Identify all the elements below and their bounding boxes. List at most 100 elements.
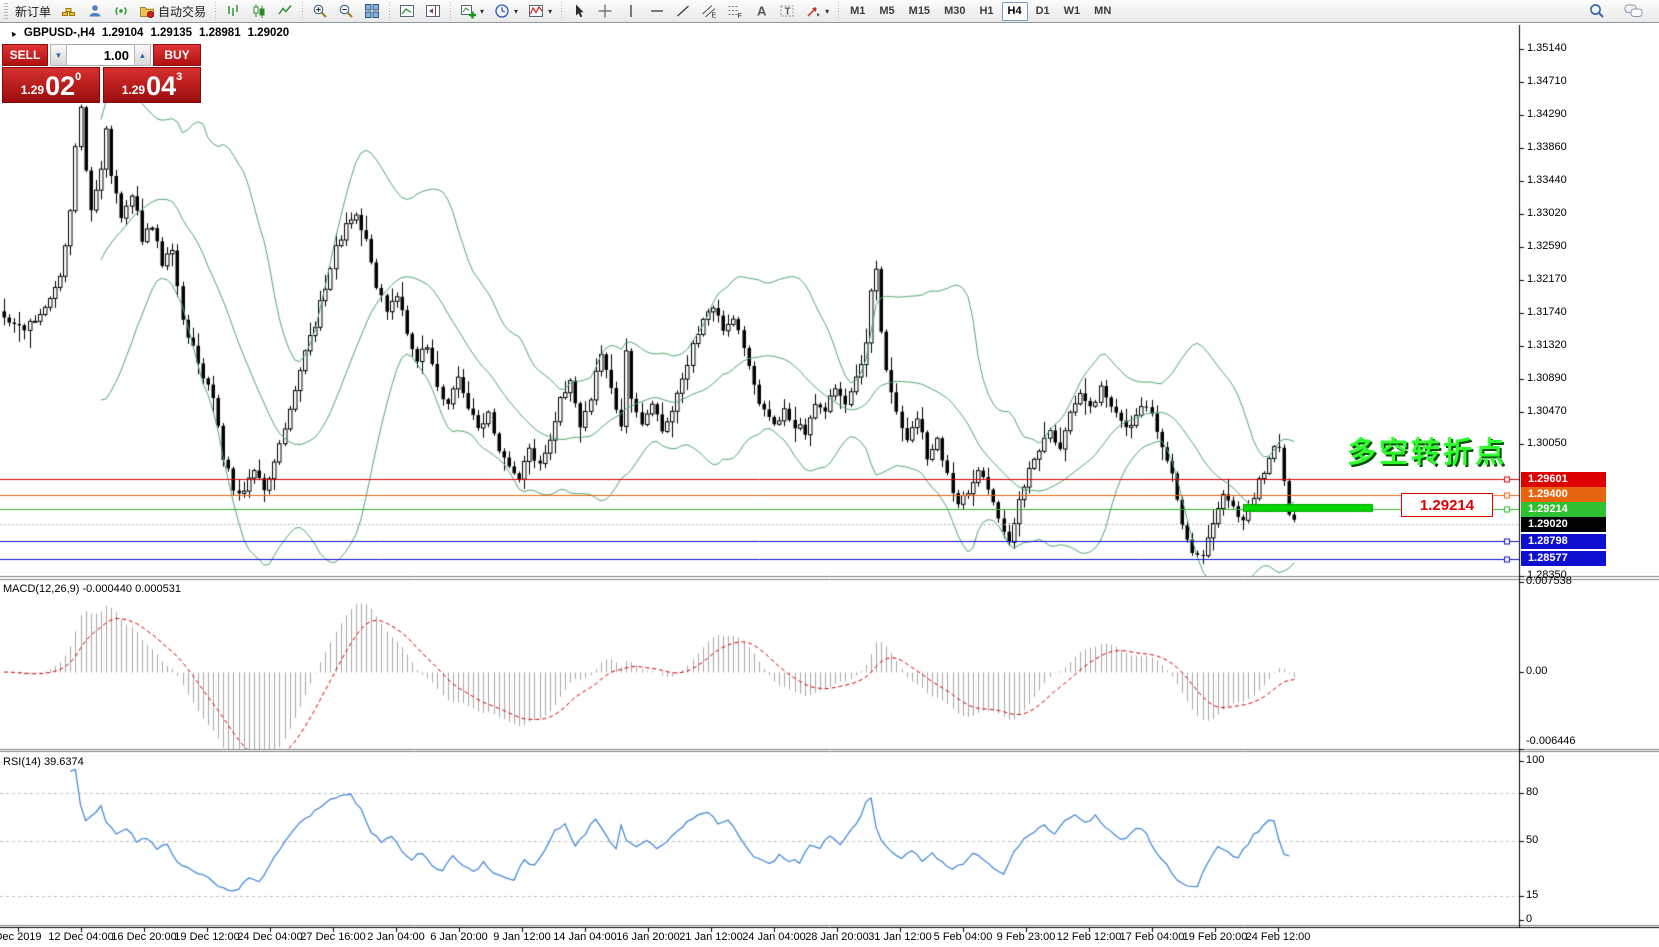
chat-icon bbox=[1624, 3, 1644, 19]
autotrade-button[interactable]: 自动交易 bbox=[135, 0, 210, 22]
zoom-out-button[interactable] bbox=[334, 0, 358, 22]
ohlc-close: 1.29020 bbox=[247, 27, 290, 39]
clock-icon bbox=[494, 3, 510, 19]
price-line-tag: 1.29601 bbox=[1521, 471, 1606, 487]
macd-scale-label: 0.00 bbox=[1526, 665, 1548, 677]
new-chart-button[interactable]: ▾ bbox=[456, 0, 488, 22]
tf-m30[interactable]: M30 bbox=[938, 2, 971, 21]
time-axis-label: 19 Feb 20:00 bbox=[1182, 931, 1248, 943]
tf-h4[interactable]: H4 bbox=[1001, 1, 1028, 21]
sell-price-box[interactable]: 1.29 02 0 bbox=[2, 67, 100, 103]
arrows-button[interactable]: ▾ bbox=[801, 0, 833, 22]
volume-input[interactable] bbox=[67, 44, 134, 66]
toolbar-group-right bbox=[1583, 0, 1657, 22]
price-axis-label: 1.33020 bbox=[1527, 206, 1567, 219]
hline-icon bbox=[649, 3, 665, 19]
time-axis-label: 12 Dec 04:00 bbox=[48, 931, 114, 943]
equidistant-channel-button[interactable]: E bbox=[697, 0, 721, 22]
indicator-window-button[interactable] bbox=[395, 0, 419, 22]
tf-w1[interactable]: W1 bbox=[1058, 2, 1087, 21]
sell-button[interactable]: SELL bbox=[2, 44, 48, 66]
time-axis-label: 9 Jan 12:00 bbox=[493, 931, 551, 943]
chart-shift-button[interactable] bbox=[421, 0, 445, 22]
indicators-icon bbox=[528, 3, 544, 19]
price-axis-label: 1.34710 bbox=[1527, 75, 1567, 88]
price-axis-label: 1.33440 bbox=[1527, 174, 1567, 186]
price-callout-label[interactable]: 1.29214 bbox=[1401, 493, 1493, 517]
horizontal-line-button[interactable] bbox=[645, 0, 669, 22]
vline-icon bbox=[623, 3, 639, 19]
sell-price-big: 02 bbox=[45, 71, 76, 101]
fibonacci-button[interactable]: F bbox=[723, 0, 747, 22]
time-axis-label: 16 Dec 20:00 bbox=[111, 931, 177, 943]
dropdown-caret-icon[interactable]: ▾ bbox=[480, 6, 485, 16]
signals-button[interactable] bbox=[109, 0, 133, 22]
bar-chart-button[interactable] bbox=[221, 0, 245, 22]
price-axis-label: 1.31740 bbox=[1527, 306, 1567, 318]
market-button[interactable] bbox=[57, 0, 81, 22]
dropdown-caret-icon[interactable]: ▾ bbox=[825, 6, 830, 16]
price-axis-label: 1.28350 bbox=[1527, 569, 1567, 582]
time-axis-label: 21 Jan 12:00 bbox=[679, 931, 743, 943]
tf-m1[interactable]: M1 bbox=[844, 2, 871, 21]
periods-button[interactable]: ▾ bbox=[490, 0, 522, 22]
toolbar-group-drawing: E F A T ▾ bbox=[566, 0, 834, 22]
svg-text:F: F bbox=[738, 13, 742, 19]
line-chart-button[interactable] bbox=[273, 0, 297, 22]
dropdown-caret-icon[interactable]: ▾ bbox=[548, 6, 553, 16]
price-axis-label: 1.32590 bbox=[1527, 240, 1567, 252]
buy-price-box[interactable]: 1.29 04 3 bbox=[103, 67, 201, 103]
tf-m15[interactable]: M15 bbox=[903, 2, 936, 21]
tf-d1-label: D1 bbox=[1035, 4, 1050, 17]
tf-h1[interactable]: H1 bbox=[973, 2, 999, 21]
autotrade-button-label: 自动交易 bbox=[158, 4, 207, 19]
chart-annotation-text[interactable]: 多空转折点 bbox=[1347, 435, 1508, 469]
volume-increase-button[interactable]: ▲ bbox=[134, 44, 151, 66]
price-axis-label: 1.34290 bbox=[1527, 108, 1567, 120]
price-axis-label: 1.33860 bbox=[1527, 141, 1567, 154]
rsi-indicator-label: RSI(14) 39.6374 bbox=[3, 756, 84, 768]
time-axis-label: 16 Jan 20:00 bbox=[616, 931, 680, 943]
channel-icon: E bbox=[701, 3, 717, 19]
time-axis-label: 12 Feb 12:00 bbox=[1056, 931, 1122, 943]
gold-icon bbox=[61, 3, 77, 19]
crosshair-button[interactable] bbox=[593, 0, 617, 22]
price-chart-canvas[interactable] bbox=[0, 23, 1659, 947]
volume-decrease-button[interactable]: ▼ bbox=[50, 44, 67, 66]
zoomin-icon bbox=[312, 3, 328, 19]
vertical-line-button[interactable] bbox=[619, 0, 643, 22]
text-label-button[interactable]: T bbox=[775, 0, 799, 22]
zoom-in-button[interactable] bbox=[308, 0, 332, 22]
chat-button[interactable] bbox=[1620, 0, 1648, 22]
candlestick-chart-button[interactable] bbox=[247, 0, 271, 22]
fibo-icon: F bbox=[727, 3, 743, 19]
tf-d1[interactable]: D1 bbox=[1030, 2, 1056, 21]
zoomout-icon bbox=[338, 3, 354, 19]
time-axis-label: 19 Dec 12:00 bbox=[174, 931, 240, 943]
trendline-button[interactable] bbox=[671, 0, 695, 22]
price-axis-label: 1.30050 bbox=[1527, 437, 1567, 450]
macd-scale-label: 0.007538 bbox=[1526, 575, 1572, 587]
indicators-button[interactable]: ▾ bbox=[524, 0, 556, 22]
signals-icon bbox=[113, 3, 129, 19]
time-axis-label: 9 Feb 23:00 bbox=[996, 931, 1056, 943]
candles-icon bbox=[251, 3, 267, 19]
tf-m5[interactable]: M5 bbox=[873, 2, 900, 21]
new-order-button[interactable]: 新订单 bbox=[11, 0, 55, 22]
textA-icon: A bbox=[753, 3, 769, 19]
tf-mn[interactable]: MN bbox=[1088, 2, 1117, 21]
autotrade-icon bbox=[139, 3, 155, 19]
buy-button[interactable]: BUY bbox=[153, 44, 201, 66]
text-button[interactable]: A bbox=[749, 0, 773, 22]
toolbar-group-objects: ▾ ▾ ▾ bbox=[455, 0, 557, 22]
cursor-button[interactable] bbox=[567, 0, 591, 22]
tf-m30-label: M30 bbox=[944, 4, 966, 17]
dropdown-caret-icon[interactable]: ▾ bbox=[514, 6, 519, 16]
search-button[interactable] bbox=[1584, 0, 1610, 22]
community-button[interactable] bbox=[83, 0, 107, 22]
new-order-button-label: 新订单 bbox=[15, 4, 52, 19]
newchart-icon bbox=[460, 3, 477, 19]
macd-scale-label: -0.006446 bbox=[1526, 735, 1576, 747]
tile-windows-button[interactable] bbox=[360, 0, 384, 22]
toolbar-grip bbox=[4, 3, 8, 19]
